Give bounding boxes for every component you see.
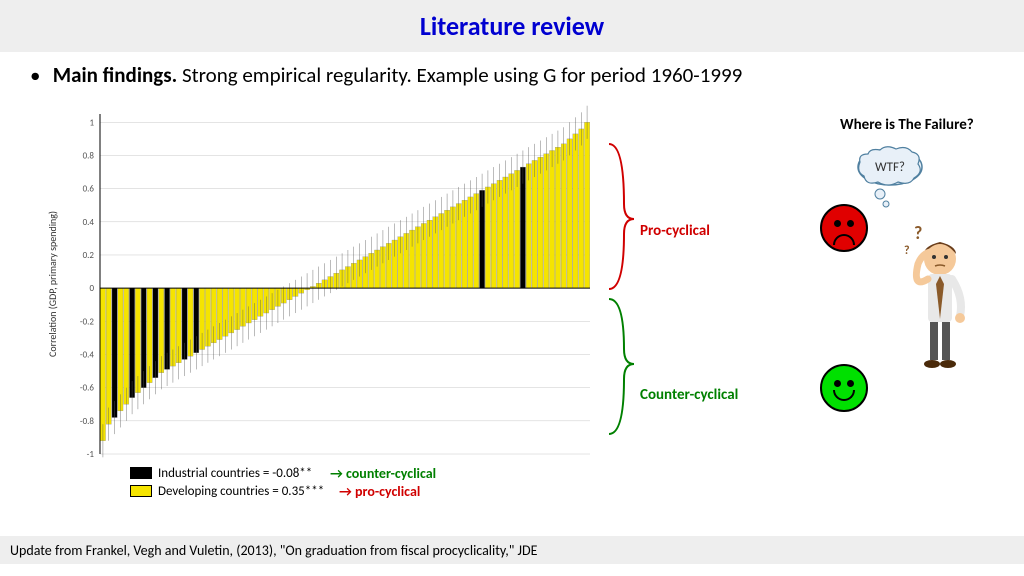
legend-arrow-counter: → counter-cyclical <box>330 465 436 482</box>
wtf-title: Where is The Failure? <box>840 116 974 134</box>
sad-face-icon <box>820 204 868 252</box>
svg-text:-0.6: -0.6 <box>80 383 95 394</box>
svg-text:-0.8: -0.8 <box>80 416 95 427</box>
bullet-rest: Strong empirical regularity. Example usi… <box>177 62 742 88</box>
svg-text:0.8: 0.8 <box>83 150 95 161</box>
legend-dev-text: Developing countries = 0.35*** <box>158 484 324 499</box>
svg-text:0: 0 <box>89 283 94 294</box>
svg-text:0.6: 0.6 <box>83 184 95 195</box>
svg-text:?: ? <box>904 244 910 258</box>
swatch-developing <box>130 485 152 497</box>
footer-citation: Update from Frankel, Vegh and Vuletin, (… <box>0 536 1024 564</box>
thought-bubble: WTF? <box>850 142 930 217</box>
svg-text:1: 1 <box>89 117 94 128</box>
legend-developing: Developing countries = 0.35*** → pro-cyc… <box>130 482 436 500</box>
bullet-lead: Main findings. <box>53 62 177 88</box>
svg-text:0.4: 0.4 <box>83 217 95 228</box>
svg-text:0.2: 0.2 <box>83 250 95 261</box>
chart-svg: -1 -0.8 -0.6 -0.4 -0.2 0 0.2 0.4 0.6 0.8 1 Correlat… <box>40 104 600 524</box>
legend-arrow-pro: → pro-cyclical <box>339 483 420 500</box>
svg-text:-0.4: -0.4 <box>80 349 95 360</box>
main-bullet: • Main findings. Strong empirical regula… <box>0 52 1024 94</box>
wtf-bubble-text: WTF? <box>875 160 905 175</box>
bracket-pro <box>609 144 634 289</box>
content-area: -1 -0.8 -0.6 -0.4 -0.2 0 0.2 0.4 0.6 0.8 1 Correlat… <box>0 94 1024 564</box>
confused-person-icon: ? ? <box>900 224 980 379</box>
slide-title: Literature review <box>420 10 604 42</box>
legend-ind-text: Industrial countries = -0.08** <box>158 466 312 481</box>
title-bar: Literature review <box>0 0 1024 52</box>
label-pro-cyclical: Pro-cyclical <box>640 222 710 240</box>
bracket-counter <box>609 299 634 434</box>
swatch-industrial <box>130 467 152 479</box>
happy-face-icon <box>820 364 868 412</box>
svg-text:-1: -1 <box>87 449 95 460</box>
legend-industrial: Industrial countries = -0.08** → counter… <box>130 464 436 482</box>
chart-legend: Industrial countries = -0.08** → counter… <box>130 464 436 500</box>
label-counter-cyclical: Counter-cyclical <box>640 386 738 404</box>
bullet-dot: • <box>30 62 48 88</box>
brackets-svg <box>604 124 644 444</box>
bar-chart: -1 -0.8 -0.6 -0.4 -0.2 0 0.2 0.4 0.6 0.8 1 Correlat… <box>40 104 600 524</box>
svg-text:Correlation (GDP, primary spen: Correlation (GDP, primary spending) <box>46 211 59 357</box>
svg-text:?: ? <box>914 224 922 244</box>
svg-text:-0.2: -0.2 <box>80 316 95 327</box>
